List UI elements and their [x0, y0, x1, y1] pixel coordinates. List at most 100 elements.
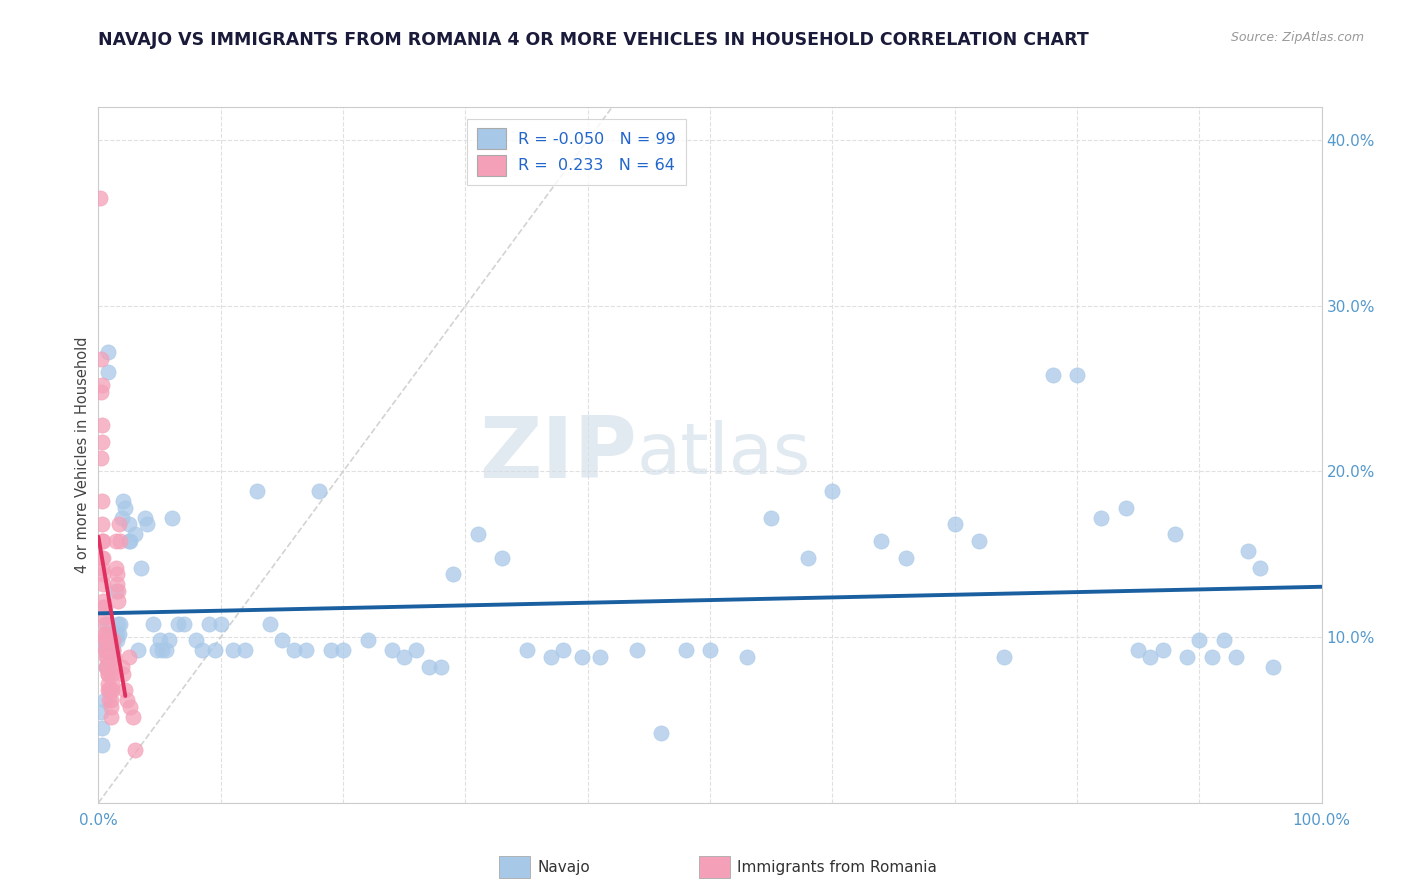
Point: [91, 534, 114, 549]
Point: [259, 616, 281, 631]
Point: [91, 434, 114, 449]
Point: [94, 660, 117, 674]
Point: [356, 633, 378, 648]
Point: [91, 517, 114, 532]
Point: [96, 616, 118, 631]
Point: [101, 643, 124, 657]
Point: [870, 534, 893, 549]
Point: [209, 616, 232, 631]
Point: [91, 418, 114, 433]
Point: [101, 683, 124, 698]
Point: [100, 709, 122, 723]
Point: [91, 593, 114, 607]
Point: [1115, 500, 1137, 515]
Point: [150, 643, 173, 657]
Point: [204, 643, 226, 657]
Point: [430, 660, 453, 674]
Point: [699, 643, 721, 657]
Point: [626, 643, 648, 657]
Text: NAVAJO VS IMMIGRANTS FROM ROMANIA 4 OR MORE VEHICLES IN HOUSEHOLD CORRELATION CH: NAVAJO VS IMMIGRANTS FROM ROMANIA 4 OR M…: [98, 31, 1090, 49]
Point: [1201, 650, 1223, 665]
Point: [1249, 560, 1271, 574]
Point: [105, 577, 128, 591]
Point: [515, 643, 537, 657]
Point: [89, 191, 111, 205]
Point: [571, 650, 593, 665]
Point: [943, 517, 966, 532]
Point: [91, 577, 114, 591]
Point: [797, 550, 820, 565]
Point: [93, 627, 115, 641]
Point: [104, 534, 127, 549]
Point: [97, 627, 120, 641]
Point: [100, 650, 122, 665]
Point: [1042, 368, 1064, 383]
Point: [381, 643, 404, 657]
Point: [107, 593, 129, 607]
Point: [90, 384, 112, 399]
Point: [233, 643, 256, 657]
Point: [111, 494, 134, 508]
Point: [283, 643, 305, 657]
Point: [1225, 650, 1247, 665]
Point: [114, 683, 136, 698]
Point: [100, 683, 122, 698]
Point: [118, 517, 141, 532]
Point: [295, 643, 318, 657]
Point: [197, 616, 219, 631]
Point: [1212, 633, 1234, 648]
Point: [91, 721, 114, 735]
Point: [90, 351, 112, 366]
Point: [108, 627, 131, 641]
Point: [118, 650, 141, 665]
Point: [91, 600, 114, 615]
Point: [821, 484, 844, 499]
Text: atlas: atlas: [637, 420, 811, 490]
Point: [93, 616, 115, 631]
Point: [103, 660, 125, 674]
Text: ZIP: ZIP: [479, 413, 637, 497]
Legend: R = -0.050   N = 99, R =  0.233   N = 64: R = -0.050 N = 99, R = 0.233 N = 64: [467, 119, 686, 186]
Point: [553, 643, 575, 657]
Point: [675, 643, 697, 657]
Point: [94, 650, 117, 665]
Point: [93, 627, 115, 641]
Point: [418, 660, 440, 674]
Point: [127, 643, 149, 657]
Point: [1237, 544, 1260, 558]
Point: [173, 616, 195, 631]
Point: [761, 511, 783, 525]
Point: [1164, 527, 1187, 541]
Point: [540, 650, 562, 665]
Point: [98, 633, 121, 648]
Point: [124, 527, 146, 541]
Point: [91, 567, 114, 582]
Point: [1090, 511, 1112, 525]
Text: Navajo: Navajo: [537, 860, 591, 874]
Point: [1152, 643, 1174, 657]
Point: [91, 494, 114, 508]
Point: [142, 616, 165, 631]
Point: [101, 643, 124, 657]
Point: [107, 583, 129, 598]
Point: [98, 683, 121, 698]
Point: [93, 639, 115, 653]
Point: [735, 650, 758, 665]
Point: [110, 534, 132, 549]
Point: [111, 666, 134, 681]
Point: [319, 643, 342, 657]
Point: [100, 633, 122, 648]
Point: [91, 738, 114, 752]
Point: [97, 345, 120, 359]
Point: [146, 643, 169, 657]
Point: [111, 660, 134, 674]
Point: [967, 534, 990, 549]
Point: [97, 683, 120, 698]
Point: [100, 699, 122, 714]
Point: [186, 633, 208, 648]
Point: [108, 517, 131, 532]
Point: [124, 743, 146, 757]
Point: [94, 660, 117, 674]
Point: [97, 365, 120, 379]
Point: [1175, 650, 1198, 665]
